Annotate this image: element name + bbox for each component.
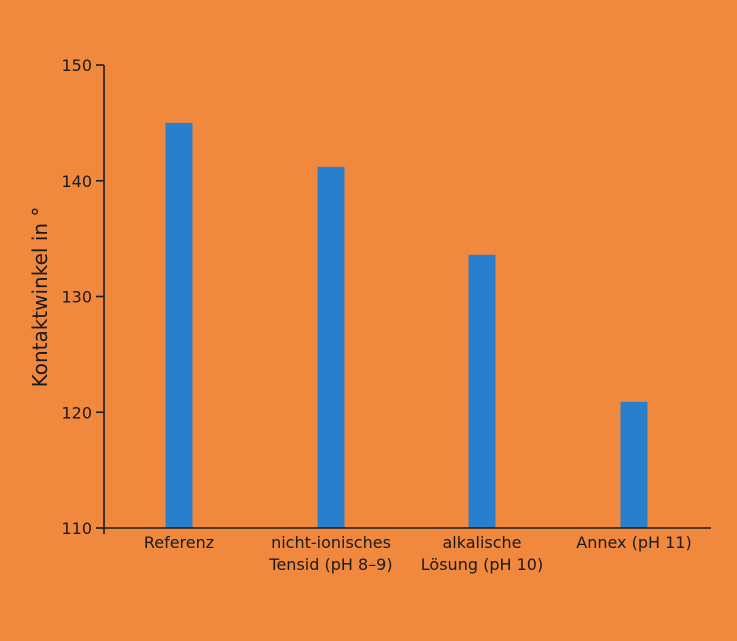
x-tick-label-2-line-1: Lösung (pH 10) <box>421 555 543 574</box>
bar-2 <box>468 254 496 528</box>
y-tick-label-0: 110 <box>61 519 92 538</box>
y-tick-label-4: 150 <box>61 56 92 75</box>
x-tick-label-1-line-0: nicht-ionisches <box>271 533 391 552</box>
bar-3 <box>620 401 648 528</box>
x-tick-label-0: Referenz <box>144 533 214 552</box>
y-ticks-group: 110 120 130 140 150 <box>61 56 104 538</box>
bars-group <box>165 122 648 529</box>
x-tick-label-0-line-0: Referenz <box>144 533 214 552</box>
x-tick-label-2-line-0: alkalische <box>442 533 521 552</box>
bar-0 <box>165 122 193 528</box>
y-tick-label-2: 130 <box>61 288 92 307</box>
axes-group <box>103 65 711 534</box>
bar-1 <box>317 166 345 529</box>
y-tick-label-3: 140 <box>61 172 92 191</box>
x-tick-label-3-line-0: Annex (pH 11) <box>576 533 691 552</box>
x-tick-label-1-line-1: Tensid (pH 8–9) <box>268 555 392 574</box>
y-tick-label-1: 120 <box>61 403 92 422</box>
x-labels-group: Referenz nicht-ionisches Tensid (pH 8–9) al… <box>144 533 692 574</box>
x-tick-label-2: alkalische Lösung (pH 10) <box>421 533 543 574</box>
x-tick-label-1: nicht-ionisches Tensid (pH 8–9) <box>268 533 392 574</box>
x-tick-label-3: Annex (pH 11) <box>576 533 691 552</box>
y-axis-label: Kontaktwinkel in ° <box>28 207 52 388</box>
